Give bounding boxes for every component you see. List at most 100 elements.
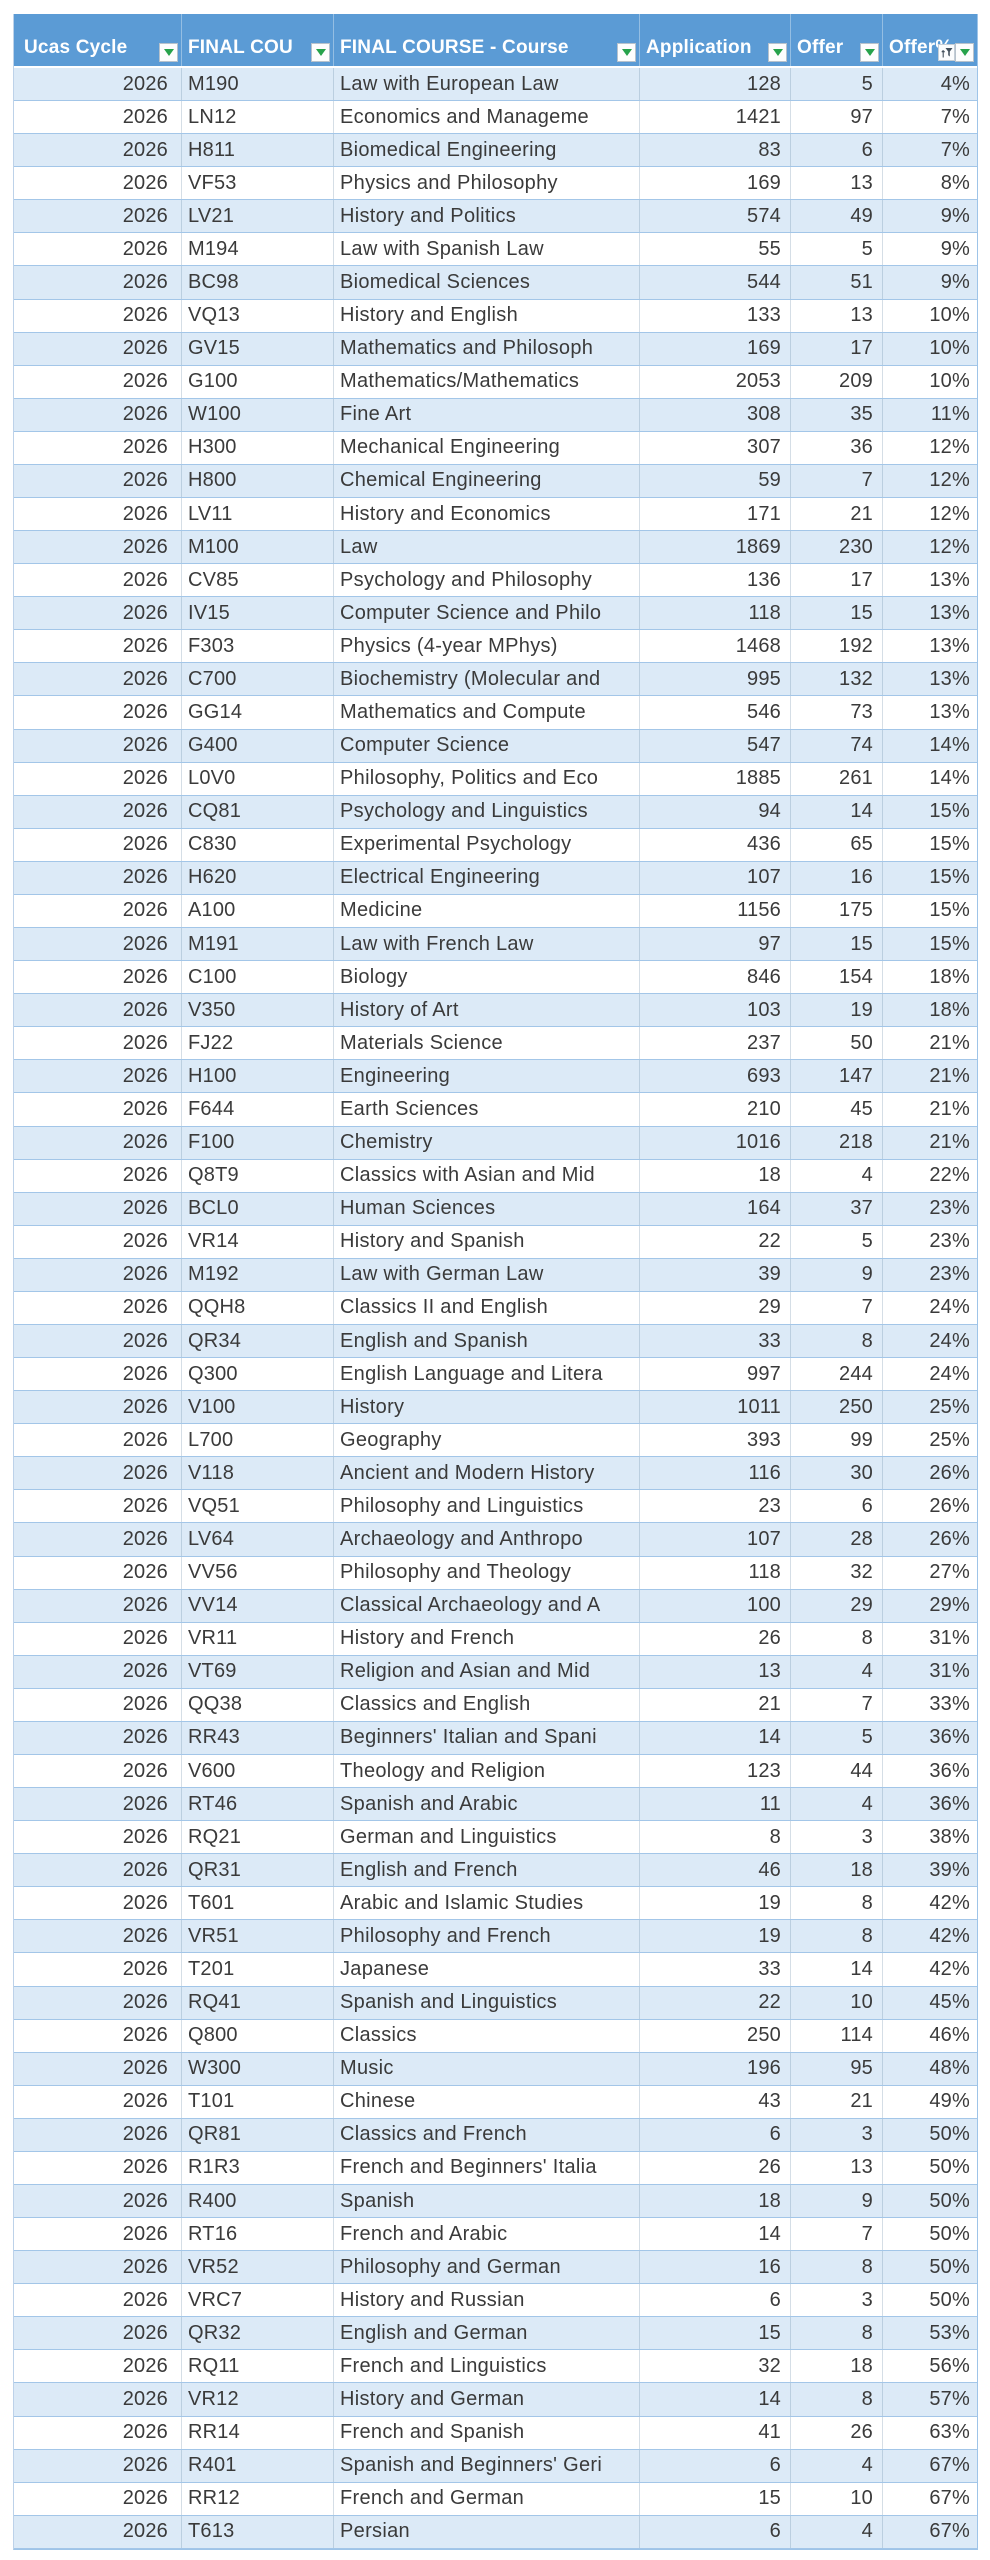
cell-cycle[interactable]: 2026 <box>14 2085 182 2118</box>
cell-applications[interactable]: 118 <box>640 597 791 630</box>
cell-applications[interactable]: 8 <box>640 1821 791 1854</box>
cell-applications[interactable]: 97 <box>640 928 791 961</box>
cell-cycle[interactable]: 2026 <box>14 762 182 795</box>
cell-course[interactable]: French and Linguistics <box>334 2350 640 2383</box>
cell-offers[interactable]: 209 <box>791 365 883 398</box>
cell-offers[interactable]: 74 <box>791 729 883 762</box>
cell-offers[interactable]: 18 <box>791 1854 883 1887</box>
cell-code[interactable]: RQ21 <box>182 1821 334 1854</box>
cell-offer-pct[interactable]: 21% <box>929 1131 970 1154</box>
cell-course[interactable]: Geography <box>334 1424 640 1457</box>
cell-offers[interactable]: 15 <box>791 597 883 630</box>
cell-code[interactable]: VT69 <box>182 1655 334 1688</box>
cell-course[interactable]: Biology <box>334 961 640 994</box>
cell-cycle[interactable]: 2026 <box>14 2185 182 2218</box>
cell-applications[interactable]: 107 <box>640 861 791 894</box>
cell-applications[interactable]: 103 <box>640 994 791 1027</box>
cell-course[interactable]: Law with German Law <box>334 1258 640 1291</box>
cell-offers[interactable]: 21 <box>791 498 883 531</box>
cell-offer-pct[interactable]: 50% <box>929 2189 970 2212</box>
cell-course[interactable]: Philosophy and Theology <box>334 1556 640 1589</box>
cell-applications[interactable]: 164 <box>640 1192 791 1225</box>
cell-offers[interactable]: 26 <box>791 2416 883 2449</box>
cell-offers[interactable]: 250 <box>791 1391 883 1424</box>
cell-applications[interactable]: 133 <box>640 299 791 332</box>
cell-code[interactable]: LV21 <box>182 200 334 233</box>
cell-code[interactable]: M100 <box>182 531 334 564</box>
cell-applications[interactable]: 436 <box>640 828 791 861</box>
cell-cycle[interactable]: 2026 <box>14 1358 182 1391</box>
cell-course[interactable]: Psychology and Linguistics <box>334 795 640 828</box>
cell-offer-pct[interactable]: 26% <box>929 1527 970 1550</box>
cell-offer-pct[interactable]: 42% <box>929 1891 970 1914</box>
cell-code[interactable]: V600 <box>182 1754 334 1788</box>
cell-offer-pct[interactable]: 10% <box>929 370 970 393</box>
cell-cycle[interactable]: 2026 <box>14 1060 182 1093</box>
cell-code[interactable]: GG14 <box>182 696 334 729</box>
cell-code[interactable]: W300 <box>182 2052 334 2085</box>
cell-course[interactable]: Philosophy and German <box>334 2251 640 2284</box>
cell-cycle[interactable]: 2026 <box>14 2251 182 2284</box>
cell-offers[interactable]: 6 <box>791 1490 883 1523</box>
cell-course[interactable]: Classics <box>334 2019 640 2052</box>
cell-offers[interactable]: 5 <box>791 68 883 101</box>
cell-course[interactable]: Chemistry <box>334 1126 640 1159</box>
cell-offer-pct[interactable]: 21% <box>929 1064 970 1087</box>
cell-offers[interactable]: 10 <box>791 2482 883 2515</box>
cell-offer-pct[interactable]: 53% <box>929 2321 970 2344</box>
cell-course[interactable]: Computer Science and Philo <box>334 597 640 630</box>
cell-offer-pct[interactable]: 15% <box>929 866 970 889</box>
cell-code[interactable]: T613 <box>182 2515 334 2548</box>
cell-code[interactable]: H811 <box>182 134 334 167</box>
cell-offer-pct[interactable]: 31% <box>929 1627 970 1650</box>
cell-code[interactable]: QR81 <box>182 2118 334 2151</box>
cell-applications[interactable]: 21 <box>640 1688 791 1721</box>
cell-code[interactable]: LV64 <box>182 1523 334 1556</box>
cell-cycle[interactable]: 2026 <box>14 200 182 233</box>
cell-offer-pct[interactable]: 10% <box>929 337 970 360</box>
cell-offer-pct[interactable]: 11% <box>930 403 970 426</box>
cell-course[interactable]: Ancient and Modern History <box>334 1457 640 1490</box>
cell-applications[interactable]: 116 <box>640 1457 791 1490</box>
cell-offers[interactable]: 8 <box>791 2317 883 2350</box>
cell-offers[interactable]: 114 <box>791 2019 883 2052</box>
cell-offers[interactable]: 192 <box>791 630 883 663</box>
cell-offer-pct[interactable]: 25% <box>929 1428 970 1451</box>
cell-applications[interactable]: 43 <box>640 2085 791 2118</box>
cell-course[interactable]: French and Arabic <box>334 2218 640 2251</box>
cell-applications[interactable]: 1421 <box>640 101 791 134</box>
cell-offer-pct[interactable]: 45% <box>929 1991 970 2014</box>
cell-code[interactable]: VR51 <box>182 1920 334 1953</box>
cell-code[interactable]: R400 <box>182 2185 334 2218</box>
cell-offers[interactable]: 4 <box>791 2449 883 2482</box>
cell-cycle[interactable]: 2026 <box>14 729 182 762</box>
cell-applications[interactable]: 196 <box>640 2052 791 2085</box>
cell-offers[interactable]: 4 <box>791 1159 883 1192</box>
cell-offer-pct[interactable]: 26% <box>929 1461 970 1484</box>
cell-offers[interactable]: 5 <box>791 233 883 266</box>
cell-offer-pct[interactable]: 13% <box>929 634 970 657</box>
cell-course[interactable]: Economics and Manageme <box>334 101 640 134</box>
cell-offers[interactable]: 7 <box>791 1688 883 1721</box>
cell-cycle[interactable]: 2026 <box>14 2218 182 2251</box>
cell-applications[interactable]: 6 <box>640 2284 791 2317</box>
cell-course[interactable]: English and French <box>334 1854 640 1887</box>
cell-code[interactable]: H300 <box>182 431 334 464</box>
cell-cycle[interactable]: 2026 <box>14 464 182 498</box>
cell-code[interactable]: RQ41 <box>182 1986 334 2019</box>
cell-offer-pct[interactable]: 12% <box>929 469 970 492</box>
cell-course[interactable]: Arabic and Islamic Studies <box>334 1887 640 1920</box>
cell-offer-pct[interactable]: 12% <box>929 436 970 459</box>
cell-code[interactable]: M194 <box>182 233 334 266</box>
cell-course[interactable]: Philosophy and Linguistics <box>334 1490 640 1523</box>
cell-offers[interactable]: 29 <box>791 1589 883 1622</box>
cell-applications[interactable]: 33 <box>640 1953 791 1986</box>
cell-course[interactable]: Medicine <box>334 894 640 928</box>
cell-applications[interactable]: 123 <box>640 1754 791 1788</box>
cell-offers[interactable]: 37 <box>791 1192 883 1225</box>
cell-code[interactable]: CV85 <box>182 564 334 597</box>
cell-course[interactable]: Mathematics and Compute <box>334 696 640 729</box>
cell-applications[interactable]: 1016 <box>640 1126 791 1159</box>
cell-offers[interactable]: 244 <box>791 1358 883 1391</box>
cell-applications[interactable]: 83 <box>640 134 791 167</box>
